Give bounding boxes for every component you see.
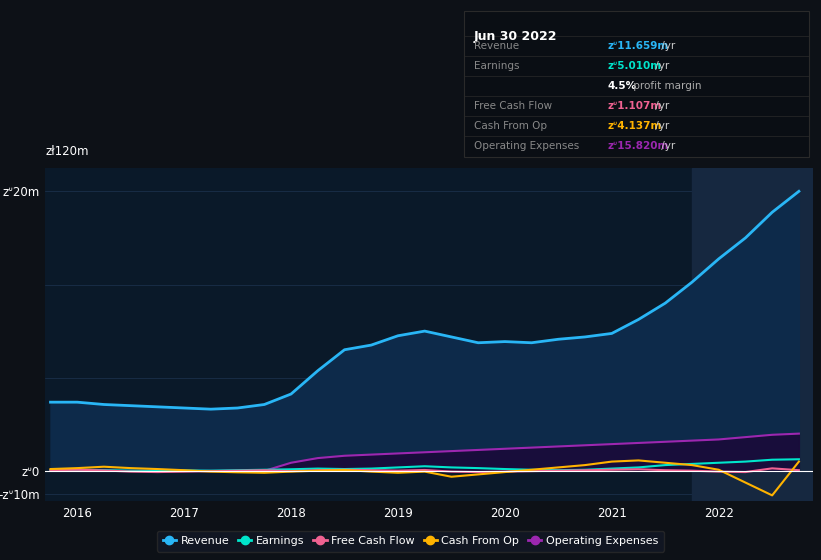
Bar [692,168,813,501]
Text: Jun 30 2022: Jun 30 2022 [474,30,557,43]
Text: zᐡ11.659m: zᐡ11.659m [608,41,669,51]
Legend: Revenue, Earnings, Free Cash Flow, Cash From Op, Operating Expenses: Revenue, Earnings, Free Cash Flow, Cash … [157,530,664,552]
Text: Earnings: Earnings [474,61,519,71]
Text: /yr: /yr [652,101,669,111]
Text: zł120m: zł120m [45,145,89,158]
Text: Cash From Op: Cash From Op [474,122,547,131]
Text: /yr: /yr [652,61,669,71]
Text: Revenue: Revenue [474,41,519,51]
Text: 4.5%: 4.5% [608,81,636,91]
Text: /yr: /yr [658,141,675,151]
Text: zᐡ1.107m: zᐡ1.107m [608,101,662,111]
Text: Operating Expenses: Operating Expenses [474,141,579,151]
Text: profit margin: profit margin [630,81,701,91]
Text: /yr: /yr [658,41,675,51]
Text: zᐡ5.010m: zᐡ5.010m [608,61,662,71]
Text: /yr: /yr [652,122,669,131]
Text: zᐡ4.137m: zᐡ4.137m [608,122,662,131]
Text: Free Cash Flow: Free Cash Flow [474,101,552,111]
Text: zᐡ15.820m: zᐡ15.820m [608,141,669,151]
